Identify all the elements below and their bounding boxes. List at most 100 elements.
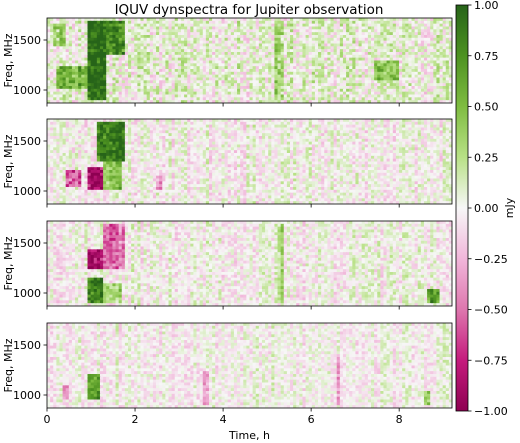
heatmap-cell [283,60,288,64]
heatmap-cell [137,97,142,101]
heatmap-cell [47,23,51,28]
heatmap-cell [423,124,428,129]
heatmap-cell [420,130,425,134]
heatmap-cell [190,88,195,93]
heatmap-cell [346,52,350,56]
heatmap-cell [339,77,344,81]
heatmap-cell [305,119,310,123]
heatmap-cell [168,71,173,76]
heatmap-cell [109,130,114,134]
heatmap-cell [162,71,166,76]
heatmap-cell [93,124,98,129]
heatmap-cell [308,63,313,67]
heatmap-cell [255,77,260,81]
heatmap-cell [261,52,266,56]
heatmap-cell [442,77,447,81]
heatmap-cell [383,49,388,53]
heatmap-cell [290,29,294,33]
heatmap-cell [399,43,403,47]
heatmap-cell [302,40,307,45]
heatmap-cell [118,26,123,30]
heatmap-cell [330,71,335,76]
heatmap-cell [131,54,135,59]
heatmap-cell [240,97,244,101]
heatmap-cell [380,23,385,28]
heatmap-cell [146,138,151,143]
heatmap-cell [174,63,179,67]
heatmap-cell [280,100,285,103]
heatmap-cell [311,32,316,36]
heatmap-cell [218,97,223,101]
heatmap-cell [311,69,316,73]
heatmap-cell [227,20,232,25]
heatmap-cell [149,20,154,25]
heatmap-cell [68,18,73,22]
heatmap-cell [237,69,241,73]
heatmap-cell [196,138,201,143]
heatmap-cell [318,121,322,126]
heatmap-cell [81,29,85,33]
heatmap-cell [240,100,244,103]
heatmap-cell [374,32,378,36]
heatmap-cell [230,57,235,62]
heatmap-cell [427,88,431,93]
heatmap-cell [193,124,198,129]
heatmap-cell [255,57,260,62]
heatmap-cell [134,18,138,22]
heatmap-cell [271,32,276,36]
heatmap-cell [134,20,138,25]
heatmap-cell [280,32,285,36]
heatmap-cell [180,49,185,53]
heatmap-cell [115,130,120,134]
heatmap-cell [180,54,185,59]
heatmap-cell [255,119,260,123]
heatmap-cell [227,127,232,131]
heatmap-cell [71,32,76,36]
heatmap-cell [131,37,135,42]
heatmap-cell [265,40,269,45]
heatmap-cell [47,29,51,33]
heatmap-cell [433,23,438,28]
heatmap-cell [377,57,381,62]
heatmap-cell [68,136,73,140]
heatmap-cell [261,138,266,143]
heatmap-cell [112,86,117,90]
heatmap-cell [128,63,132,67]
heatmap-cell [383,80,388,84]
heatmap-cell [305,136,310,140]
heatmap-cell [324,37,328,42]
heatmap-cell [308,54,313,59]
heatmap-cell [402,138,406,143]
heatmap-cell [196,23,201,28]
heatmap-cell [274,23,279,28]
heatmap-cell [283,29,288,33]
heatmap-cell [423,88,428,93]
heatmap-cell [134,80,138,84]
heatmap-cell [402,91,406,96]
heatmap-cell [277,32,282,36]
heatmap-cell [124,20,129,25]
heatmap-cell [392,26,397,30]
heatmap-cell [371,20,375,25]
heatmap-cell [168,57,173,62]
heatmap-cell [318,130,322,134]
heatmap-cell [283,54,288,59]
heatmap-cell [308,66,313,70]
heatmap-cell [65,63,70,67]
heatmap-cell [143,138,148,143]
heatmap-cell [149,91,154,96]
heatmap-cell [193,63,198,67]
heatmap-cell [202,49,207,53]
heatmap-cell [233,83,238,87]
heatmap-cell [93,138,98,143]
heatmap-cell [436,130,441,134]
heatmap-cell [224,71,229,76]
heatmap-cell [233,43,238,47]
heatmap-cell [78,18,82,22]
heatmap-cell [330,20,335,25]
heatmap-cell [224,40,229,45]
heatmap-cell [171,94,176,98]
heatmap-cell [68,77,73,81]
heatmap-cell [352,18,357,22]
heatmap-cell [433,94,438,98]
